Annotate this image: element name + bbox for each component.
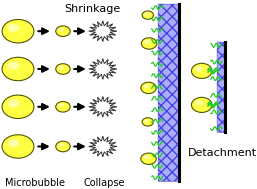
Circle shape	[144, 155, 149, 159]
Circle shape	[56, 141, 70, 152]
Circle shape	[142, 11, 153, 19]
Circle shape	[58, 66, 63, 69]
Text: Collapse: Collapse	[84, 178, 125, 188]
Circle shape	[141, 82, 156, 94]
Circle shape	[58, 103, 63, 107]
Bar	[217, 42, 225, 132]
Circle shape	[144, 40, 150, 44]
Circle shape	[8, 99, 19, 108]
Text: Microbubble: Microbubble	[5, 178, 65, 188]
Circle shape	[144, 119, 148, 122]
Circle shape	[56, 64, 70, 74]
Circle shape	[58, 28, 63, 32]
Circle shape	[195, 66, 203, 71]
Circle shape	[58, 143, 63, 147]
Circle shape	[56, 26, 70, 36]
Circle shape	[191, 97, 212, 112]
Bar	[158, 4, 179, 181]
Polygon shape	[89, 136, 117, 157]
Circle shape	[144, 12, 148, 15]
Circle shape	[8, 24, 19, 32]
Polygon shape	[89, 96, 117, 117]
Circle shape	[8, 139, 19, 147]
Circle shape	[2, 57, 34, 81]
Circle shape	[191, 63, 212, 78]
Text: Detachment: Detachment	[188, 148, 257, 158]
Bar	[217, 42, 225, 132]
Circle shape	[2, 95, 34, 119]
Polygon shape	[89, 21, 117, 42]
Circle shape	[142, 118, 153, 126]
Bar	[158, 4, 179, 181]
Circle shape	[141, 38, 157, 49]
Circle shape	[8, 62, 19, 70]
Polygon shape	[89, 59, 117, 79]
Circle shape	[141, 153, 156, 164]
Text: Shrinkage: Shrinkage	[65, 4, 121, 13]
Circle shape	[56, 101, 70, 112]
Circle shape	[195, 100, 203, 105]
Circle shape	[2, 19, 34, 43]
Circle shape	[144, 84, 149, 88]
Circle shape	[2, 135, 34, 158]
